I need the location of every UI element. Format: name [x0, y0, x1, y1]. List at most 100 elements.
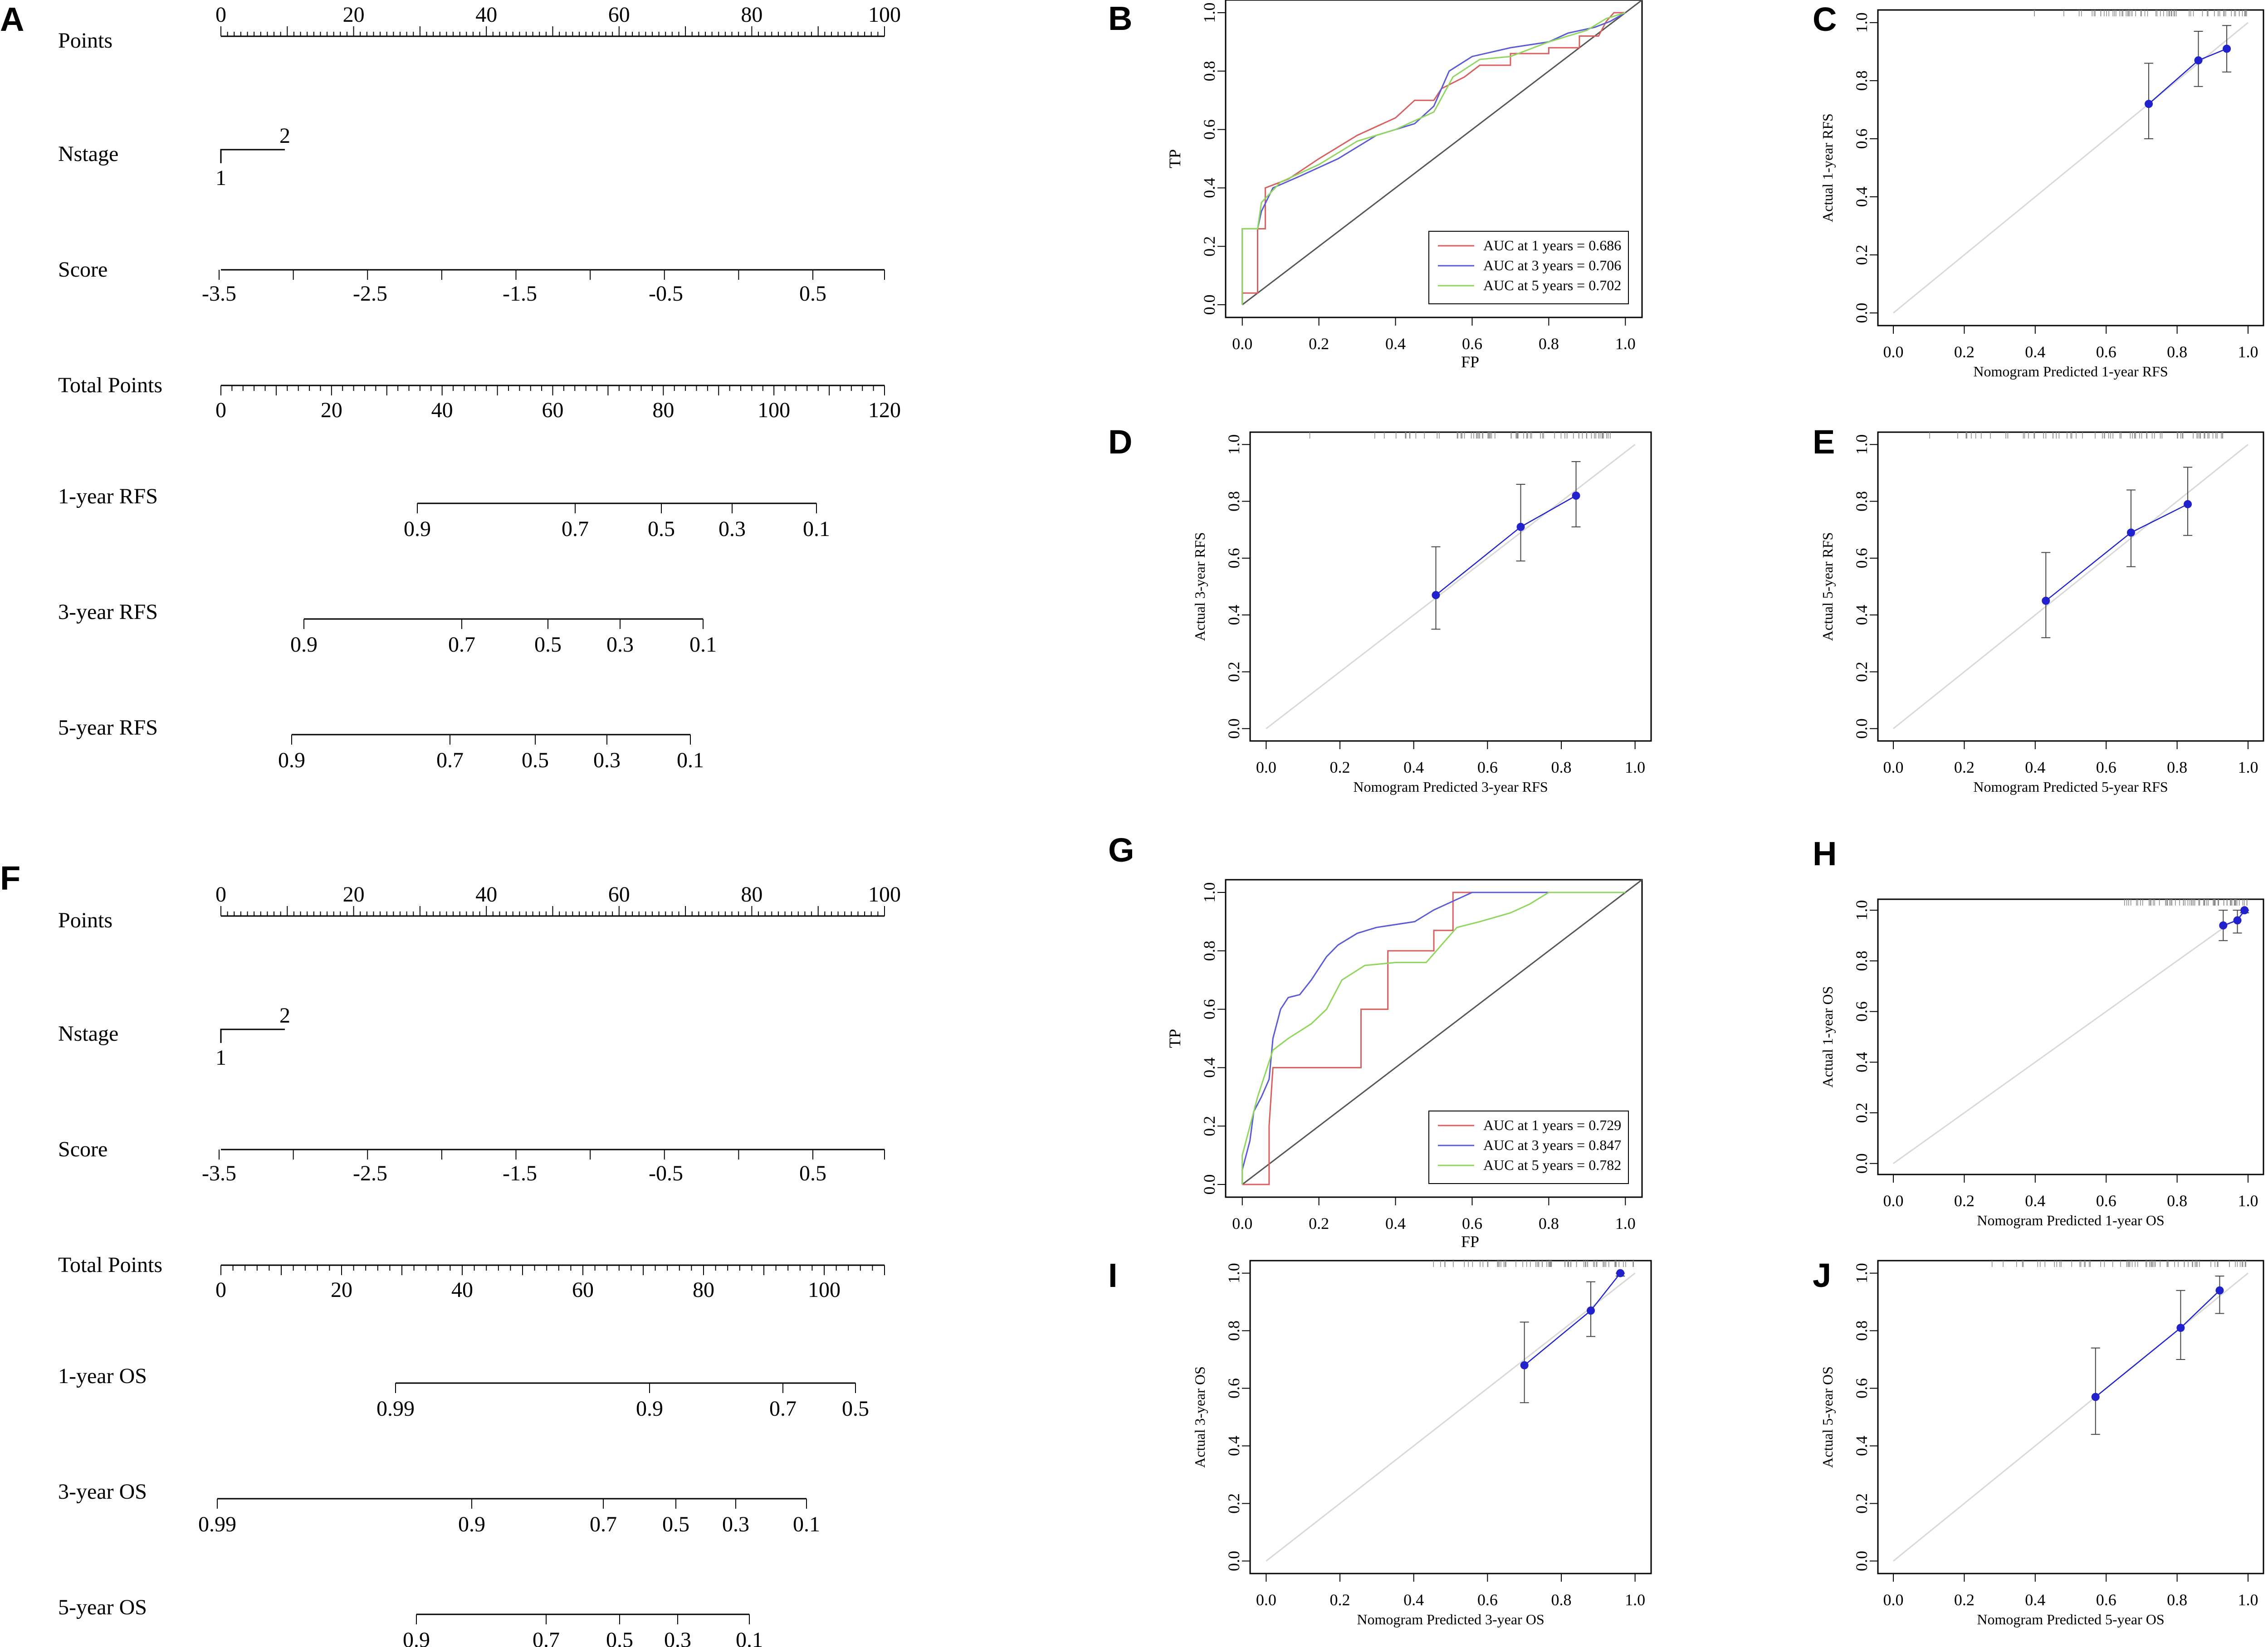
y-tick-label: 0.4 — [1225, 605, 1243, 625]
row-label: 5-year RFS — [58, 716, 158, 740]
ideal-diagonal — [1266, 1272, 1636, 1562]
tick-label: 0 — [215, 1278, 226, 1302]
calibration-point — [1587, 1306, 1595, 1315]
y-tick-label: 0.6 — [1853, 1001, 1871, 1022]
tick-label: 0.3 — [593, 748, 621, 772]
calibration-line — [1435, 495, 1577, 596]
tick-label: 120 — [868, 398, 901, 422]
tick-label: 0.3 — [722, 1512, 749, 1536]
tick-label: 0.99 — [198, 1512, 236, 1536]
legend-label: AUC at 1 years = 0.686 — [1483, 237, 1621, 253]
calibration-point — [2223, 44, 2231, 53]
roc-curve-2 — [1242, 892, 1626, 1184]
nomogram-row-1: Nstage 1 2 — [58, 1004, 290, 1070]
x-tick-label: 1.0 — [1615, 335, 1636, 353]
x-tick-label: 0.0 — [1883, 1591, 1904, 1609]
tick-label: 0.9 — [458, 1512, 485, 1536]
y-tick-label: 1.0 — [1853, 900, 1871, 921]
calibration-point — [1432, 591, 1440, 599]
row-label: Points — [58, 29, 112, 53]
tick-label: 0.9 — [404, 517, 431, 541]
tick-label: 0.7 — [590, 1512, 617, 1536]
tick-label: 100 — [758, 398, 790, 422]
calibration-panel-I: I 0.0 0.0 0.2 0.2 0.4 0.4 0.6 0.6 0.8 0.8 1.0 1.0 Nom… — [1108, 1257, 1652, 1628]
y-tick-label: 0.4 — [1200, 1057, 1218, 1078]
x-tick-label: 0.6 — [1477, 1591, 1498, 1609]
rug — [1929, 432, 2223, 439]
nomogram-row-0: Points 0 20 40 60 80 100 — [58, 3, 901, 53]
nomogram-panel-A: A Points 0 20 40 60 80 100 Nstage 1 2 Score -3.5 -2.5… — [0, 0, 901, 772]
calibration-point — [2240, 906, 2249, 915]
calibration-point — [2184, 500, 2192, 508]
y-axis-label: Actual 5-year OS — [1819, 1366, 1836, 1468]
y-tick-label: 0.2 — [1853, 245, 1871, 265]
x-tick-label: 0.8 — [1551, 1591, 1571, 1609]
y-tick-label: 0.4 — [1853, 1052, 1871, 1072]
calibration-panel-C: C 0.0 0.0 0.2 0.2 0.4 0.4 0.6 0.6 0.8 0.8 1.0 1.0 Nom… — [1813, 0, 2264, 380]
x-axis-label: FP — [1461, 353, 1479, 371]
y-tick-label: 0.0 — [1853, 718, 1871, 739]
y-tick-label: 0.2 — [1853, 662, 1871, 682]
tick-label: 20 — [331, 1278, 352, 1302]
category-connector — [220, 1028, 285, 1043]
tick-label: -1.5 — [503, 282, 537, 306]
y-tick-label: 1.0 — [1200, 882, 1218, 903]
y-tick-label: 0.6 — [1225, 548, 1243, 568]
x-tick-label: 1.0 — [1625, 758, 1645, 776]
row-label: Nstage — [58, 1022, 118, 1046]
legend: AUC at 1 years = 0.686 AUC at 3 years = 0… — [1428, 231, 1629, 304]
nomogram-row-2: Score -3.5 -2.5 -1.5 -0.5 0.5 — [58, 1137, 885, 1185]
tick-label: 0.5 — [799, 1161, 826, 1185]
plot-frame — [1877, 1260, 2264, 1574]
nomogram-panel-F: F Points 0 20 40 60 80 100 Nstage 1 2 Score -3.5 -2.5… — [0, 859, 901, 1647]
calibration-line — [2148, 48, 2227, 105]
y-tick-label: 0.0 — [1853, 1551, 1871, 1571]
x-tick-label: 0.0 — [1232, 335, 1252, 353]
row-label: Total Points — [58, 373, 162, 397]
calibration-point — [1516, 522, 1525, 531]
y-tick-label: 0.4 — [1853, 187, 1871, 207]
panel-letter: D — [1108, 423, 1132, 461]
tick-label: 0.1 — [677, 748, 704, 772]
y-tick-label: 0.6 — [1853, 128, 1871, 149]
x-tick-label: 0.8 — [2167, 1591, 2187, 1609]
legend-label: AUC at 1 years = 0.729 — [1483, 1117, 1621, 1133]
tick-label: 20 — [343, 3, 365, 27]
plot-frame — [1877, 898, 2264, 1175]
y-tick-label: 1.0 — [1200, 3, 1218, 23]
x-tick-label: 0.0 — [1883, 758, 1904, 776]
y-tick-label: 0.0 — [1225, 1551, 1243, 1571]
x-tick-label: 0.2 — [1954, 758, 1975, 776]
panel-letter: H — [1813, 835, 1837, 872]
tick-label: 60 — [542, 398, 564, 422]
tick-label: 100 — [868, 3, 901, 27]
roc-curve-1 — [1242, 12, 1626, 305]
y-tick-label: 0.8 — [1853, 950, 1871, 971]
legend-label: AUC at 3 years = 0.847 — [1483, 1137, 1621, 1153]
category-label: 1 — [215, 166, 226, 190]
calibration-point — [2126, 528, 2135, 537]
x-tick-label: 0.2 — [1954, 343, 1975, 361]
calibration-point — [2194, 56, 2203, 65]
y-tick-label: 0.8 — [1853, 491, 1871, 512]
calibration-panel-H: H 0.0 0.0 0.2 0.2 0.4 0.4 0.6 0.6 0.8 0.8 1.0 1.0 Nom… — [1813, 835, 2264, 1228]
y-tick-label: 1.0 — [1853, 12, 1871, 33]
tick-label: 0.5 — [606, 1628, 633, 1647]
calibration-panel-J: J 0.0 0.0 0.2 0.2 0.4 0.4 0.6 0.6 0.8 0.8 1.0 1.0 Nom… — [1813, 1257, 2264, 1628]
x-tick-label: 0.4 — [2025, 1192, 2045, 1210]
x-tick-label: 0.4 — [2025, 758, 2045, 776]
y-tick-label: 1.0 — [1853, 1263, 1871, 1283]
calibration-point — [1520, 1361, 1529, 1369]
row-label: 1-year RFS — [58, 484, 158, 508]
x-tick-label: 0.0 — [1883, 343, 1904, 361]
x-tick-label: 1.0 — [2238, 343, 2258, 361]
y-tick-label: 0.6 — [1200, 119, 1218, 140]
tick-label: -3.5 — [202, 282, 236, 306]
y-tick-label: 0.8 — [1853, 70, 1871, 91]
y-tick-label: 0.2 — [1200, 1116, 1218, 1136]
ideal-diagonal — [1266, 444, 1636, 729]
x-tick-label: 0.8 — [1539, 1214, 1559, 1233]
rug — [1309, 432, 1611, 439]
tick-label: 0.7 — [533, 1628, 560, 1647]
tick-label: 80 — [652, 398, 674, 422]
